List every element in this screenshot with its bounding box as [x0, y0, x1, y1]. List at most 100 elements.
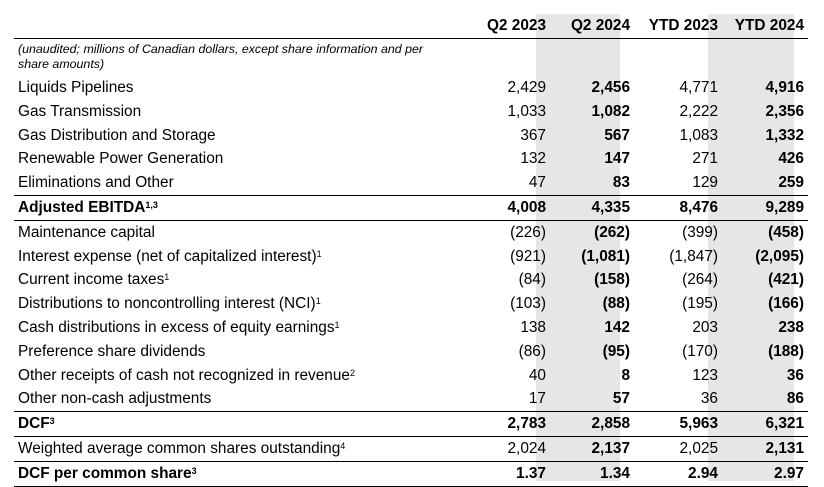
- cell-value: 1.34: [550, 461, 634, 487]
- cell-value: 5,963: [634, 411, 722, 437]
- row-label: Weighted average common shares outstandi…: [14, 436, 466, 462]
- cell-value: 40: [528, 366, 546, 384]
- cell-value: 147: [604, 150, 630, 168]
- cell-value: 47: [466, 171, 550, 196]
- footnote-marker: 1: [164, 272, 170, 283]
- row-label-text: Gas Distribution and Storage: [18, 126, 216, 144]
- cell-value: (195): [682, 295, 718, 313]
- table-row: DCF3 2,783 2,858 5,963 6,321: [14, 411, 808, 437]
- cell-value: 1,332: [765, 126, 804, 144]
- row-label-text: Gas Transmission: [18, 102, 142, 120]
- table-row: Cash distributions in excess of equity e…: [14, 316, 808, 340]
- cell-value: (170): [682, 342, 718, 360]
- row-label: DCF per common share3: [14, 461, 466, 487]
- cell-value: (264): [682, 271, 718, 289]
- cell-value: 4,771: [679, 79, 718, 96]
- cell-value: (1,847): [669, 247, 718, 265]
- cell-value: 8,476: [634, 195, 722, 221]
- cell-value: 567: [604, 126, 630, 144]
- column-header-q2-2023: Q2 2023: [466, 14, 550, 39]
- row-label: Current income taxes1: [14, 268, 466, 292]
- cell-value: 2,356: [765, 102, 804, 120]
- cell-value: 271: [692, 150, 718, 168]
- cell-value: (2,095): [755, 247, 804, 265]
- cell-value: (88): [602, 295, 630, 313]
- cell-value: 132: [520, 150, 546, 168]
- cell-value: 36: [634, 387, 722, 413]
- column-header-ytd-2023: YTD 2023: [634, 14, 722, 39]
- footnote-marker: 4: [340, 440, 346, 451]
- row-label: Maintenance capital: [14, 220, 466, 244]
- header-blank: [14, 14, 466, 39]
- dcf-reconciliation-table: Q2 2023 Q2 2024 YTD 2023 YTD 2024 (unaud…: [14, 14, 808, 487]
- table-row: Eliminations and Other 47 83 129 259: [14, 171, 808, 196]
- cell-value: (399): [682, 223, 718, 241]
- cell-value: 1,082: [591, 102, 630, 120]
- cell-value: 142: [604, 318, 630, 336]
- cell-value: 203: [692, 318, 718, 336]
- table-row: Distributions to noncontrolling interest…: [14, 292, 808, 316]
- row-label-text: Weighted average common shares outstandi…: [18, 439, 341, 457]
- cell-value: 129: [634, 171, 722, 196]
- cell-value: 2,137: [550, 436, 634, 462]
- cell-value: (84): [518, 271, 546, 289]
- table-row: Weighted average common shares outstandi…: [14, 436, 808, 462]
- column-header-q2-2024: Q2 2024: [550, 14, 634, 39]
- row-label-text: Cash distributions in excess of equity e…: [18, 318, 335, 336]
- table-row: Preference share dividends (86) (95) (170) (…: [14, 340, 808, 364]
- table-row: Renewable Power Generation 132 147 271 426: [14, 147, 808, 171]
- cell-value: 2,131: [722, 436, 808, 462]
- row-label-text: Current income taxes: [18, 271, 165, 289]
- row-label-text: DCF: [18, 415, 50, 433]
- footnote-marker: 1: [315, 296, 321, 307]
- cell-value: (262): [594, 223, 630, 241]
- cell-value: (86): [518, 342, 546, 360]
- table-row: Interest expense (net of capitalized int…: [14, 245, 808, 269]
- cell-value: 367: [520, 126, 546, 144]
- row-label: Gas Transmission: [14, 100, 466, 124]
- row-label-text: Liquids Pipelines: [18, 79, 134, 96]
- cell-value: 1.37: [466, 461, 550, 487]
- row-label: Liquids Pipelines: [14, 76, 466, 100]
- table-row: Liquids Pipelines 2,429 2,456 4,771 4,916: [14, 76, 808, 100]
- cell-value: (421): [768, 271, 804, 289]
- cell-value: 238: [778, 318, 804, 336]
- table-row: Maintenance capital (226) (262) (399) (458): [14, 220, 808, 244]
- row-label: DCF3: [14, 411, 466, 437]
- footnote-marker: 3: [49, 416, 55, 427]
- cell-value: 4,916: [765, 79, 804, 96]
- cell-value: 6,321: [722, 411, 808, 437]
- row-label: Distributions to noncontrolling interest…: [14, 292, 466, 316]
- cell-value: 86: [722, 387, 808, 413]
- row-label: Preference share dividends: [14, 340, 466, 364]
- cell-value: 138: [520, 318, 546, 336]
- cell-value: 1,033: [507, 102, 546, 120]
- table-row: Gas Transmission 1,033 1,082 2,222 2,356: [14, 100, 808, 124]
- cell-value: 4,008: [466, 195, 550, 221]
- cell-value: 123: [692, 366, 718, 384]
- cell-value: (103): [510, 295, 546, 313]
- footnote-marker: 2: [349, 367, 355, 378]
- cell-value: 2,429: [507, 79, 546, 96]
- table-row: Adjusted EBITDA1,3 4,008 4,335 8,476 9,289: [14, 195, 808, 221]
- row-label: Gas Distribution and Storage: [14, 124, 466, 148]
- cell-value: 17: [466, 387, 550, 413]
- cell-value: (95): [602, 342, 630, 360]
- column-header-ytd-2024: YTD 2024: [722, 14, 808, 39]
- row-label-text: Renewable Power Generation: [18, 150, 224, 168]
- header-row: Q2 2023 Q2 2024 YTD 2023 YTD 2024: [14, 14, 808, 39]
- row-label-text: Other receipts of cash not recognized in…: [18, 366, 350, 384]
- cell-value: 9,289: [722, 195, 808, 221]
- cell-value: (921): [510, 247, 546, 265]
- cell-value: 426: [778, 150, 804, 168]
- table-row: Other receipts of cash not recognized in…: [14, 364, 808, 388]
- row-label-text: Eliminations and Other: [18, 174, 174, 192]
- table-row: Gas Distribution and Storage 367 567 1,083 1…: [14, 124, 808, 148]
- cell-value: (458): [768, 223, 804, 241]
- row-label-text: Preference share dividends: [18, 342, 206, 360]
- cell-value: 2.97: [722, 461, 808, 487]
- row-label: Other receipts of cash not recognized in…: [14, 364, 466, 388]
- cell-value: (166): [768, 295, 804, 313]
- row-label-text: Distributions to noncontrolling interest…: [18, 295, 316, 313]
